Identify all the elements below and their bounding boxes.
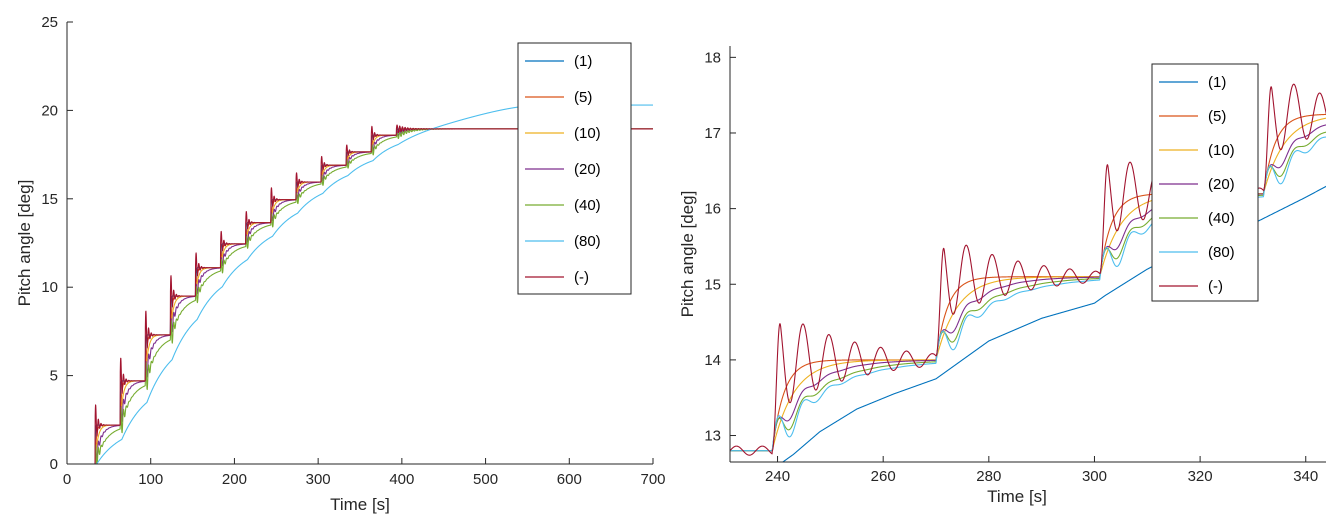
- y-tick-label: 16: [704, 201, 721, 218]
- x-axis-label: Time [s]: [987, 487, 1047, 506]
- legend-label: (5): [1208, 108, 1226, 125]
- y-tick-label: 15: [704, 276, 721, 293]
- axes: 0 100 200 300 400 500 600 700 0 5 10 15 20 25: [41, 14, 665, 488]
- y-tick-label: 13: [704, 428, 721, 445]
- y-tick-label: 25: [41, 14, 58, 31]
- x-tick-label: 260: [871, 468, 896, 485]
- y-tick-label: 0: [50, 456, 58, 473]
- x-tick-label: 340: [1293, 468, 1318, 485]
- legend-label: (-): [1208, 278, 1223, 295]
- legend: (1) (5) (10) (20) (40) (80) (-): [517, 42, 632, 295]
- y-tick-label: 20: [41, 102, 58, 119]
- legend-label: (1): [574, 53, 592, 70]
- x-tick-label: 500: [473, 471, 498, 488]
- y-tick-label: 14: [704, 352, 721, 369]
- x-axis-label: Time [s]: [330, 495, 390, 514]
- left-chart: 0 100 200 300 400 500 600 700 0 5 10 15 20 25 Time [s]…: [15, 14, 666, 514]
- legend-label: (80): [574, 233, 601, 250]
- legend-label: (-): [574, 269, 589, 286]
- x-tick-label: 280: [976, 468, 1001, 485]
- x-tick-label: 100: [138, 471, 163, 488]
- x-tick-label: 600: [557, 471, 582, 488]
- right-chart: 240 260 280 300 320 340 13 14 15 16 17 18 Time [s] Pi…: [678, 46, 1326, 506]
- legend-label: (10): [1208, 142, 1235, 159]
- y-tick-label: 18: [704, 49, 721, 66]
- axes: 240 260 280 300 320 340 13 14 15 16 17 18: [704, 46, 1326, 485]
- y-tick-label: 5: [50, 368, 58, 385]
- x-tick-label: 300: [1082, 468, 1107, 485]
- y-tick-label: 15: [41, 191, 58, 208]
- legend-label: (5): [574, 89, 592, 106]
- legend-label: (80): [1208, 244, 1235, 261]
- x-tick-label: 320: [1188, 468, 1213, 485]
- legend-label: (1): [1208, 74, 1226, 91]
- legend-label: (40): [1208, 210, 1235, 227]
- legend-box: [1151, 63, 1259, 302]
- y-tick-label: 10: [41, 279, 58, 296]
- x-tick-label: 300: [306, 471, 331, 488]
- y-tick-label: 17: [704, 125, 721, 142]
- legend: (1) (5) (10) (20) (40) (80) (-): [1151, 63, 1259, 302]
- x-tick-label: 0: [63, 471, 71, 488]
- legend-label: (20): [1208, 176, 1235, 193]
- y-axis-label: Pitch angle [deg]: [15, 180, 34, 307]
- x-tick-label: 700: [640, 471, 665, 488]
- x-tick-label: 200: [222, 471, 247, 488]
- legend-label: (20): [574, 161, 601, 178]
- y-axis-label: Pitch angle [deg]: [678, 191, 697, 318]
- legend-label: (40): [574, 197, 601, 214]
- x-tick-label: 240: [765, 468, 790, 485]
- x-tick-label: 400: [389, 471, 414, 488]
- legend-label: (10): [574, 125, 601, 142]
